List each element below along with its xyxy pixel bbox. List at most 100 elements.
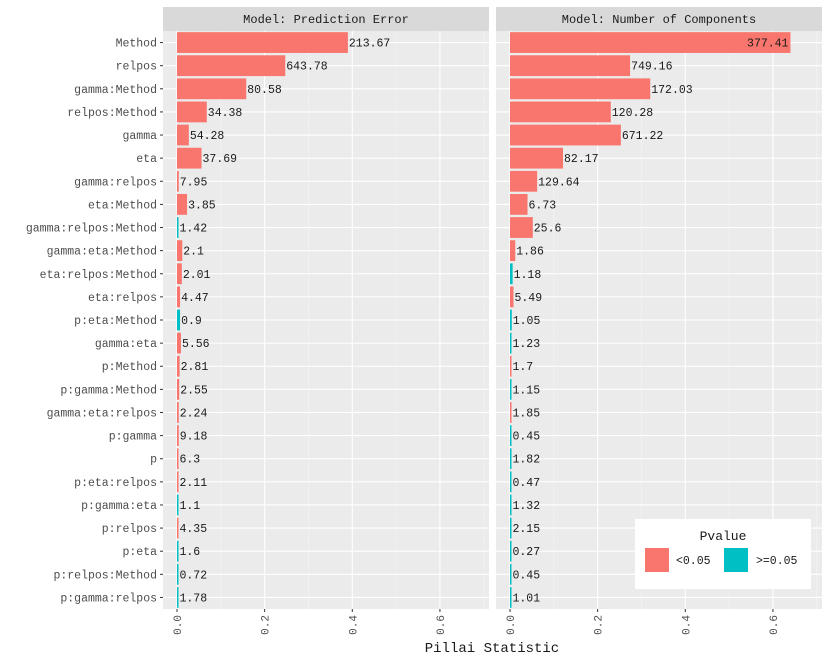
facet-strip-label: Model: Prediction Error — [243, 13, 409, 27]
bar-value-label: 1.15 — [513, 384, 541, 397]
bar-value-label: 1.7 — [513, 361, 534, 374]
bar — [510, 494, 512, 516]
bar-value-label: 2.24 — [180, 407, 208, 420]
y-tick-label: eta:relpos — [88, 292, 157, 305]
bar-value-label: 2.15 — [513, 523, 541, 536]
bar — [510, 240, 516, 262]
bar — [510, 587, 512, 608]
bar — [510, 286, 514, 308]
bar-value-label: 4.47 — [181, 292, 209, 305]
bar-value-label: 5.56 — [182, 338, 210, 351]
bar-value-label: 4.35 — [180, 523, 208, 536]
bar — [510, 217, 533, 238]
bar-value-label: 213.67 — [349, 38, 390, 51]
x-tick-label: 0.4 — [681, 615, 693, 635]
x-tick-label: 0.0 — [173, 615, 185, 635]
bar-value-label: 6.3 — [180, 454, 201, 467]
bar — [510, 402, 512, 423]
y-tick-label: p:Method — [102, 361, 157, 374]
y-tick-label: Method — [116, 38, 157, 51]
bar-value-label: 1.05 — [513, 315, 541, 328]
bar-value-label: 54.28 — [190, 130, 225, 143]
bar — [177, 587, 179, 608]
bar — [177, 448, 179, 470]
bar — [177, 193, 188, 215]
y-tick-label: relpos — [116, 61, 157, 74]
bar — [177, 124, 189, 146]
bar — [177, 355, 180, 377]
facet-panel-1: Model: Prediction Error 213.67 643.78 80.58… — [163, 7, 489, 635]
facet-strip-bg — [496, 7, 822, 31]
bar-value-label: 120.28 — [612, 107, 654, 120]
bar-value-label: 0.47 — [513, 477, 541, 490]
y-tick-label: p:gamma:Method — [60, 384, 157, 397]
y-tick-label: p:gamma — [109, 431, 157, 444]
x-tick-label: 0.6 — [769, 615, 781, 635]
bar-value-label: 129.64 — [538, 176, 580, 189]
bar — [510, 263, 513, 285]
bar — [510, 32, 791, 53]
bar — [510, 471, 512, 493]
legend: Pvalue <0.05 >=0.05 — [635, 519, 811, 589]
bar-value-label: 1.18 — [514, 269, 542, 282]
bar — [177, 240, 183, 262]
bar — [177, 494, 179, 516]
bar — [177, 78, 247, 100]
bar-value-label: 671.22 — [622, 130, 664, 143]
bar-value-label: 37.69 — [203, 153, 238, 166]
y-tick-label: gamma:eta — [95, 338, 157, 351]
bar-value-label: 749.16 — [631, 61, 673, 74]
x-tick-label: 0.2 — [594, 615, 606, 635]
bar-value-label: 1.01 — [513, 592, 541, 605]
bar-value-label: 0.45 — [513, 569, 541, 582]
bar — [510, 124, 621, 146]
bar-value-label: 1.82 — [513, 454, 541, 467]
bar — [177, 55, 286, 77]
y-tick-label: p:eta:Method — [74, 315, 157, 328]
bar-value-label: 1.6 — [180, 546, 201, 559]
bar — [510, 540, 512, 562]
bar — [177, 517, 179, 539]
bar — [177, 425, 179, 447]
bar — [177, 101, 207, 123]
bar — [510, 425, 512, 447]
bar — [177, 170, 179, 192]
legend-label: <0.05 — [676, 555, 711, 568]
y-tick-label: p:relpos — [102, 523, 157, 536]
bar-value-label: 3.85 — [188, 199, 216, 212]
bar — [510, 355, 512, 377]
bar — [177, 378, 180, 400]
bar-value-label: 1.86 — [516, 246, 544, 259]
y-tick-label: p — [150, 454, 157, 467]
bar — [510, 332, 512, 354]
bar — [177, 32, 348, 53]
bar-value-label: 2.1 — [183, 246, 204, 259]
y-tick-label: p:relpos:Method — [53, 569, 157, 582]
bar-value-label: 7.95 — [180, 176, 208, 189]
bar-value-label: 1.23 — [513, 338, 541, 351]
x-tick-label: 0.0 — [506, 615, 518, 635]
bar — [510, 378, 512, 400]
bar — [510, 563, 512, 585]
bar-value-label: 0.9 — [181, 315, 202, 328]
bar — [177, 563, 179, 585]
facet-panel-2: Model: Number of Components 377.41 749.16 1… — [496, 7, 822, 635]
facet-strip-label: Model: Number of Components — [562, 13, 756, 27]
bar — [177, 286, 181, 308]
bar-value-label: 0.72 — [180, 569, 208, 582]
bar-value-label: 2.81 — [181, 361, 209, 374]
y-tick-label: gamma:Method — [74, 84, 157, 97]
y-tick-label: relpos:Method — [67, 107, 157, 120]
x-tick-label: 0.2 — [261, 615, 273, 635]
bar-value-label: 1.32 — [513, 500, 541, 513]
bar-value-label: 5.49 — [515, 292, 543, 305]
bar-value-label: 82.17 — [564, 153, 599, 166]
y-tick-label: p:eta — [122, 546, 157, 559]
x-axis-title: Pillai Statistic — [425, 641, 559, 657]
y-tick-label: gamma:relpos:Method — [26, 223, 157, 236]
bar — [177, 309, 181, 331]
y-tick-label: p:eta:relpos — [74, 477, 157, 490]
bar-value-label: 34.38 — [208, 107, 243, 120]
